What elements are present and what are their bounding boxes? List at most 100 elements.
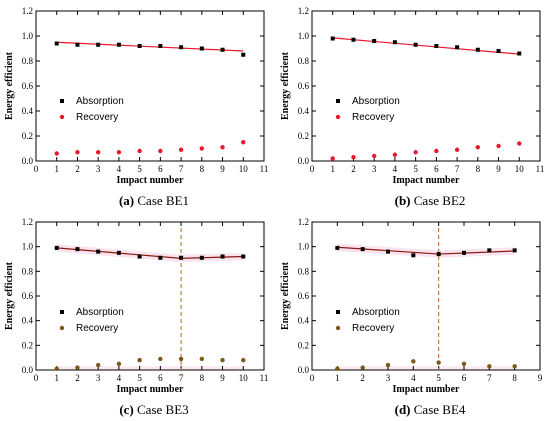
y-tick-label: 0.0: [298, 365, 310, 375]
recovery-point: [461, 361, 467, 367]
panel-caption: (c) Case BE3: [119, 402, 188, 417]
panel-3: 0 1 2 3 4 5 6 7 8 9 10 11 0.0 0.2 0.4 0.6 0.8 1.0 1.2 Impac…: [4, 217, 268, 417]
x-tick-label: 4: [393, 164, 398, 174]
x-tick-label: 7: [179, 373, 184, 383]
caption-text: Case BE2: [411, 193, 466, 208]
x-tick-label: 9: [496, 164, 501, 174]
y-tick-label: 0.2: [22, 131, 33, 141]
absorption-point: [335, 245, 340, 250]
recovery-point: [54, 151, 59, 156]
legend-absorption-label: Absorption: [76, 307, 124, 318]
legend-absorption-marker: [60, 310, 64, 314]
plot-frame: [35, 10, 265, 162]
recovery-point: [411, 359, 416, 364]
recovery-point: [199, 356, 205, 362]
y-tick-label: 0.8: [22, 266, 34, 276]
y-axis-label: Energy efficient: [4, 51, 15, 120]
y-tick-label: 0.6: [298, 291, 310, 301]
recovery-point: [454, 147, 460, 152]
y-tick-label: 0.2: [22, 340, 33, 350]
x-tick-label: 8: [512, 373, 517, 383]
y-tick-label: 0.8: [22, 56, 34, 66]
absorption-point: [462, 250, 466, 255]
absorption-point: [475, 47, 480, 52]
recovery-point: [434, 148, 439, 154]
x-tick-label: 8: [200, 373, 205, 383]
recovery-band: [56, 366, 244, 370]
absorption-point: [75, 42, 80, 47]
y-tick-label: 0.2: [298, 131, 309, 141]
x-tick-label: 5: [137, 373, 142, 383]
x-tick-label: 6: [158, 373, 163, 383]
x-tick-label: 9: [220, 164, 225, 174]
recovery-point: [241, 357, 246, 363]
recovery-point: [475, 145, 481, 150]
recovery-point: [512, 364, 517, 369]
y-tick-label: 1.0: [22, 242, 34, 252]
x-tick-label: 2: [75, 373, 80, 383]
legend-recovery-label: Recovery: [76, 323, 118, 334]
x-tick-label: 5: [137, 164, 142, 174]
x-tick-label: 0: [310, 373, 315, 383]
x-axis-label: Impact number: [393, 175, 461, 186]
y-tick-label: 0.6: [22, 291, 34, 301]
x-tick-label: 3: [372, 164, 377, 174]
absorption-point: [158, 255, 163, 260]
recovery-point: [178, 147, 184, 152]
caption-letter: (d): [395, 402, 411, 417]
recovery-point: [137, 357, 142, 363]
recovery-point: [178, 356, 184, 362]
y-tick-label: 1.0: [298, 31, 310, 41]
caption-letter: (b): [395, 193, 411, 208]
x-tick-label: 7: [179, 164, 184, 174]
x-tick-label: 5: [413, 164, 418, 174]
recovery-point: [116, 361, 122, 367]
absorption-point: [392, 40, 397, 45]
x-tick-label: 10: [239, 164, 249, 174]
confidence-band: [56, 244, 244, 263]
x-tick-label: 0: [34, 373, 39, 383]
fit-line: [438, 250, 515, 255]
recovery-point: [392, 152, 398, 157]
legend-recovery-marker: [335, 325, 341, 331]
y-tick-label: 0.0: [22, 156, 34, 166]
x-axis-label: Impact number: [117, 384, 185, 395]
legend-absorption-label: Absorption: [76, 96, 124, 107]
legend-absorption-marker: [336, 99, 340, 103]
x-tick-label: 1: [335, 373, 340, 383]
absorption-point: [199, 46, 204, 51]
absorption-point: [372, 39, 377, 43]
x-tick-label: 1: [330, 164, 335, 174]
y-tick-label: 0.4: [22, 106, 34, 116]
y-tick-label: 0.0: [298, 156, 310, 166]
x-tick-label: 4: [411, 373, 416, 383]
plot-frame: [311, 10, 541, 162]
y-tick-label: 1.2: [22, 217, 33, 227]
y-tick-label: 0.4: [298, 106, 310, 116]
recovery-point: [371, 153, 377, 159]
x-tick-label: 6: [434, 164, 439, 174]
panel-caption: (d) Case BE4: [395, 402, 466, 417]
absorption-point: [330, 36, 335, 41]
x-tick-label: 6: [462, 373, 467, 383]
legend-recovery-label: Recovery: [352, 323, 394, 334]
y-tick-label: 0.4: [22, 316, 34, 326]
legend-recovery-marker: [59, 325, 65, 331]
recovery-point: [517, 141, 522, 146]
recovery-point: [385, 362, 391, 368]
recovery-point: [75, 365, 80, 370]
recovery-point: [436, 360, 441, 365]
absorption-point: [54, 41, 59, 46]
absorption-point: [241, 254, 246, 259]
recovery-point: [330, 156, 335, 161]
x-axis-label: Impact number: [393, 384, 461, 395]
absorption-point: [137, 44, 142, 48]
panel-1: 0 1 2 3 4 5 6 7 8 9 10 11 0.0 0.2 0.4 0.6 0.8 1.0 1.2 Impac…: [4, 6, 268, 208]
x-tick-label: 9: [220, 373, 225, 383]
panel-2: 0 1 2 3 4 5 6 7 8 9 10 11 0.0 0.2 0.4 0.6 0.8 1.0 1.2 Impac…: [280, 6, 544, 208]
recovery-point: [220, 357, 225, 363]
x-tick-label: 10: [239, 373, 249, 383]
x-tick-label: 0: [34, 164, 39, 174]
x-tick-label: 9: [538, 373, 543, 383]
recovery-point: [413, 150, 418, 155]
